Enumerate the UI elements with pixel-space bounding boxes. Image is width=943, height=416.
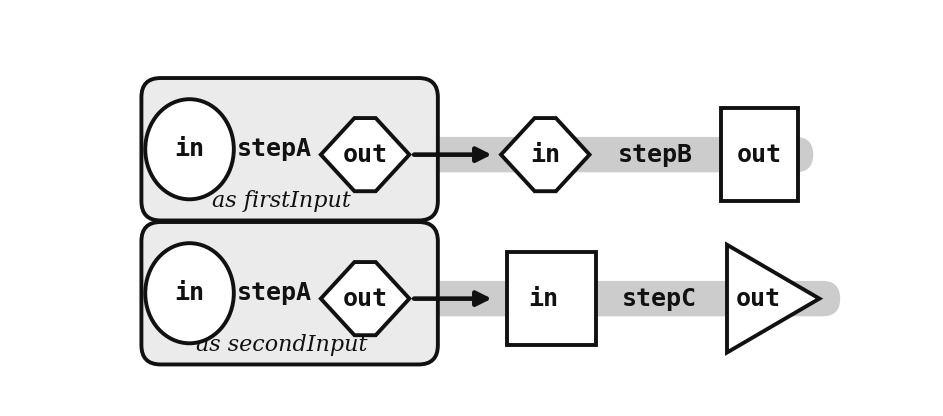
Polygon shape [321, 118, 409, 191]
Text: as firstInput: as firstInput [212, 190, 352, 212]
Text: stepA: stepA [237, 137, 312, 161]
FancyBboxPatch shape [143, 137, 813, 172]
FancyBboxPatch shape [141, 78, 438, 220]
Text: out: out [736, 287, 780, 311]
FancyBboxPatch shape [143, 281, 840, 316]
Text: stepA: stepA [237, 281, 312, 305]
FancyBboxPatch shape [141, 222, 438, 364]
Text: stepB: stepB [618, 143, 693, 167]
Text: out: out [736, 143, 782, 167]
Bar [507, 253, 596, 345]
Text: in: in [174, 137, 205, 161]
Text: out: out [342, 143, 388, 167]
Text: in: in [530, 143, 560, 167]
Text: as secondInput: as secondInput [196, 334, 368, 356]
Text: out: out [342, 287, 388, 311]
Polygon shape [501, 118, 589, 191]
Polygon shape [321, 262, 409, 335]
Ellipse shape [145, 243, 234, 343]
Text: in: in [174, 281, 205, 305]
Bar [720, 109, 798, 201]
Ellipse shape [145, 99, 234, 199]
Polygon shape [727, 245, 819, 352]
Text: in: in [529, 287, 559, 311]
Text: stepC: stepC [621, 287, 697, 311]
